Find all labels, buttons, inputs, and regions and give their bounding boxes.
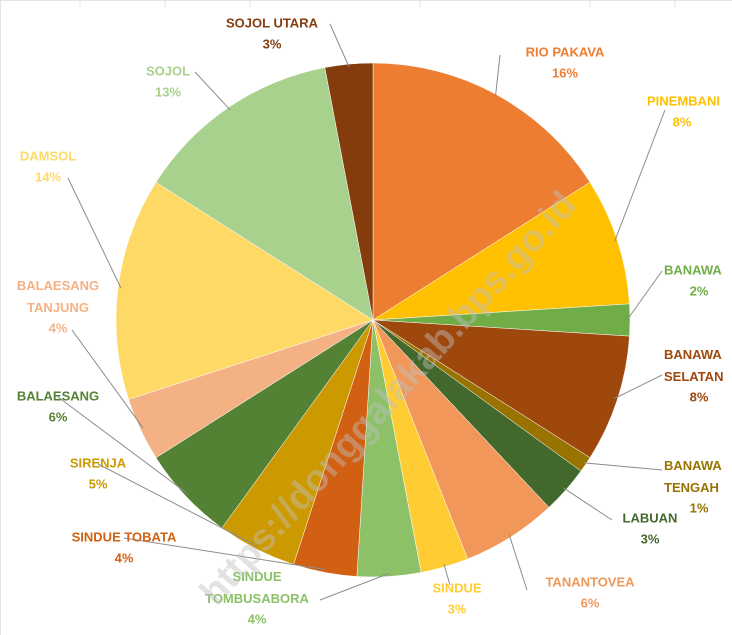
category-label: PINEMBANI — [647, 93, 720, 108]
category-label: LABUAN — [623, 510, 678, 525]
leader-line — [563, 487, 613, 521]
leader-line — [583, 462, 663, 471]
category-label: BANAWA TENGAH — [664, 458, 722, 495]
pie-slice — [115, 181, 374, 400]
value-label: 6% — [581, 595, 600, 610]
leader-line — [71, 329, 144, 429]
pie — [115, 62, 631, 578]
value-label: 6% — [49, 409, 68, 424]
category-label: BANAWA — [664, 262, 722, 277]
value-label: 3% — [641, 531, 660, 546]
value-label: 3% — [263, 36, 282, 51]
category-label: SINDUE TOMBUSABORA — [205, 569, 309, 606]
leader-line — [67, 177, 122, 289]
value-label: 2% — [690, 283, 709, 298]
category-label: DAMSOL — [20, 148, 76, 163]
category-label: SOJOL — [146, 63, 190, 78]
value-label: 8% — [673, 114, 692, 129]
category-label: BALAESANG TANJUNG — [17, 278, 99, 315]
category-label: SINDUE — [432, 580, 481, 595]
value-label: 4% — [115, 550, 134, 565]
leader-line — [319, 573, 390, 601]
pie-slice — [372, 319, 630, 459]
pie-slice — [372, 181, 630, 321]
leader-line — [614, 374, 663, 399]
leader-line — [626, 270, 663, 321]
value-label: 16% — [552, 65, 578, 80]
category-label: RIO PAKAVA — [526, 44, 605, 59]
category-label: SIRENJA — [70, 455, 127, 470]
leader-line — [614, 109, 666, 242]
leader-line — [443, 563, 451, 586]
category-label: TANANTOVEA — [545, 574, 635, 589]
value-label: 3% — [448, 601, 467, 616]
leader-line — [494, 54, 501, 98]
value-label: 13% — [155, 84, 181, 99]
leader-line — [57, 396, 189, 495]
pie-slice — [372, 62, 591, 321]
category-label: SINDUE TOBATA — [72, 529, 177, 544]
leader-line — [329, 23, 350, 68]
leader-line — [97, 463, 258, 547]
value-label: 14% — [35, 169, 61, 184]
value-label: 8% — [690, 389, 709, 404]
value-label: 4% — [49, 320, 68, 335]
value-label: 4% — [248, 611, 267, 626]
pie-slice — [324, 62, 374, 321]
leader-line — [194, 71, 231, 111]
category-label: SOJOL UTARA — [226, 15, 319, 30]
category-label: BANAWA SELATAN — [664, 347, 723, 384]
labels: RIO PAKAVA 16% PINEMBANI 8% BANAWA 2% BANAWA SE… — [17, 15, 724, 626]
leader-line — [508, 534, 528, 591]
leader-line — [123, 537, 326, 570]
category-label: BALAESANG — [17, 388, 99, 403]
value-label: 5% — [89, 476, 108, 491]
value-label: 1% — [690, 500, 709, 515]
